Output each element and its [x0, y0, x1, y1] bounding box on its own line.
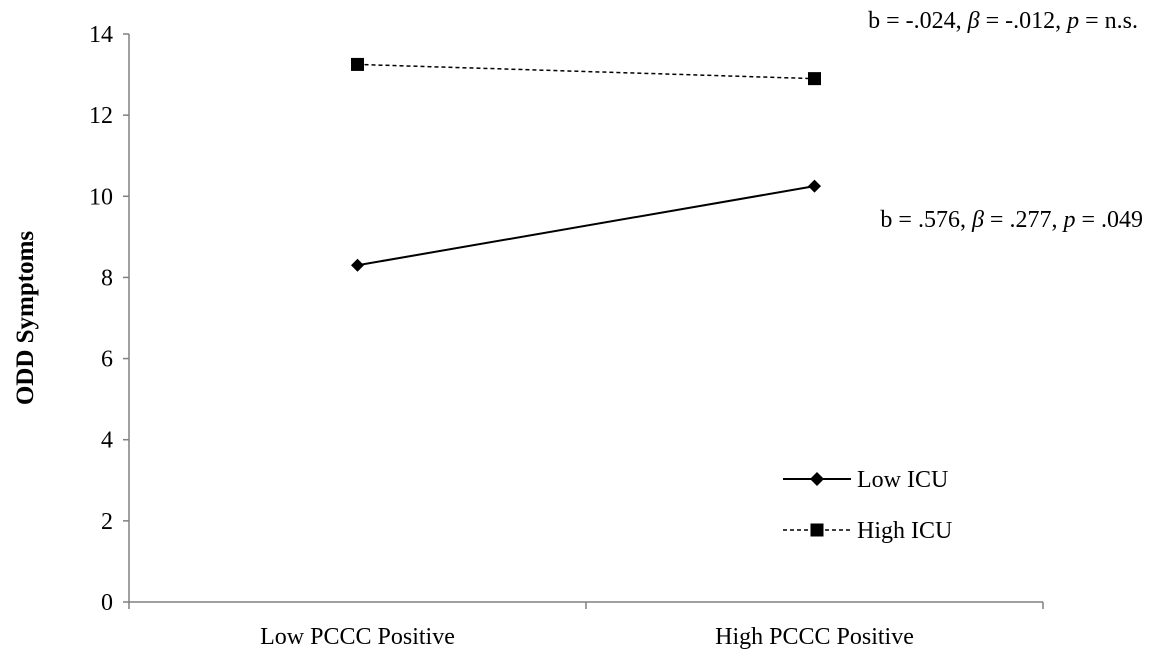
legend: Low ICU High ICU [783, 467, 952, 544]
legend-marker-high-icu [810, 523, 824, 537]
y-axis-label: ODD Symptoms [12, 231, 39, 406]
data-point-high-icu-1 [808, 72, 821, 86]
series-line-low-icu [357, 185, 815, 267]
legend-marker-low-icu [810, 472, 824, 486]
y-tick-label-12: 12 [89, 103, 113, 129]
legend-label-high-icu: High ICU [857, 518, 952, 544]
y-tick-label-6: 6 [101, 347, 113, 373]
data-point-low-icu-0 [351, 258, 364, 272]
annotation-high-icu: b = -.024, β = -.012, p = n.s. [868, 8, 1138, 34]
legend-label-low-icu: Low ICU [857, 467, 948, 493]
annotation-low-icu: b = .576, β = .277, p = .049 [880, 207, 1143, 233]
y-tick-label-14: 14 [89, 22, 113, 48]
x-category-label-1: High PCCC Positive [715, 624, 914, 650]
y-tick-label-4: 4 [101, 428, 113, 454]
y-tick-label-2: 2 [101, 509, 113, 535]
y-tick-label-10: 10 [89, 184, 113, 210]
x-category-label-0: Low PCCC Positive [260, 624, 455, 650]
legend-item-high-icu: High ICU [783, 518, 952, 544]
series-line-high-icu [357, 63, 815, 80]
legend-item-low-icu: Low ICU [783, 467, 948, 493]
data-point-high-icu-0 [351, 57, 364, 71]
y-tick-label-8: 8 [101, 265, 113, 291]
y-tick-label-0: 0 [101, 590, 113, 616]
data-point-low-icu-1 [808, 179, 821, 193]
